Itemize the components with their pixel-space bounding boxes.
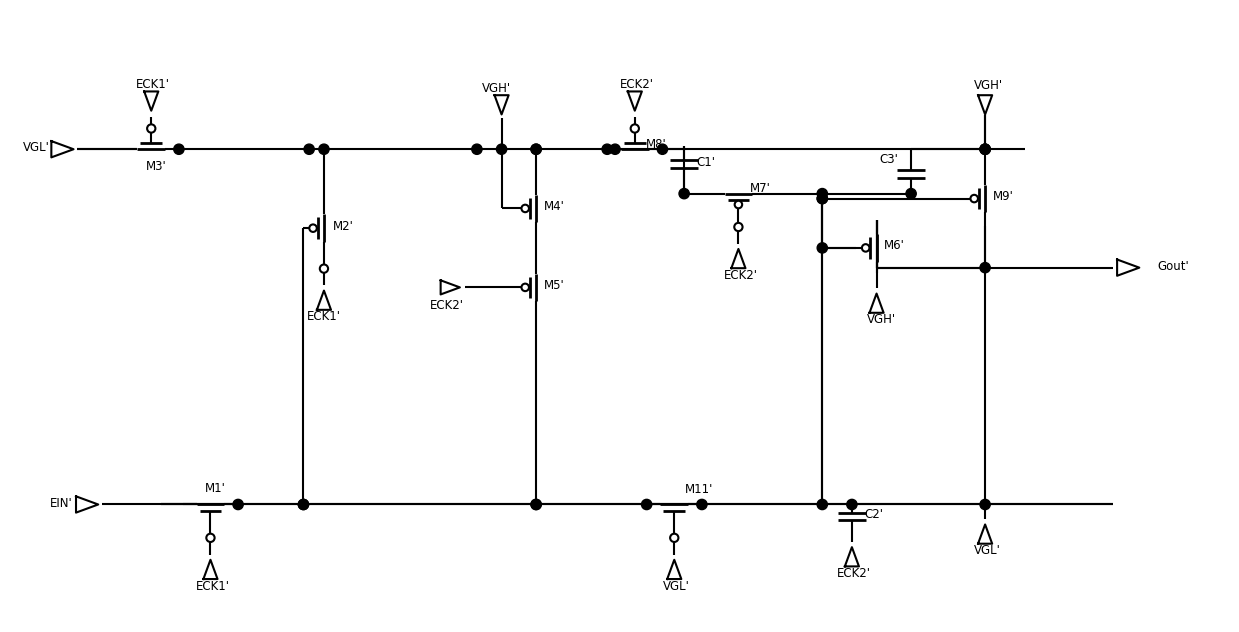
Circle shape (980, 144, 990, 154)
Text: ECK2': ECK2' (430, 299, 465, 312)
Circle shape (846, 499, 857, 509)
Text: M7': M7' (750, 182, 771, 195)
Circle shape (862, 244, 870, 252)
Circle shape (532, 499, 541, 509)
Text: EIN': EIN' (50, 497, 72, 509)
Circle shape (304, 144, 315, 154)
Circle shape (658, 144, 668, 154)
Text: VGH': VGH' (867, 313, 896, 327)
Circle shape (980, 262, 990, 273)
Circle shape (299, 499, 309, 509)
Circle shape (818, 193, 828, 204)
Circle shape (980, 144, 990, 154)
Text: M3': M3' (146, 161, 166, 174)
Circle shape (906, 188, 916, 199)
Circle shape (970, 195, 978, 202)
Text: M5': M5' (544, 279, 564, 292)
Circle shape (472, 144, 482, 154)
Circle shape (818, 243, 828, 253)
Text: M2': M2' (333, 220, 354, 233)
Circle shape (147, 125, 155, 133)
Text: VGH': VGH' (974, 78, 1002, 92)
Text: C2': C2' (864, 508, 883, 521)
Text: VGL': VGL' (663, 580, 690, 593)
Text: C1': C1' (696, 155, 715, 169)
Text: ECK1': ECK1' (307, 310, 341, 324)
Circle shape (670, 533, 679, 542)
Circle shape (642, 499, 652, 509)
Text: M4': M4' (544, 200, 564, 213)
Circle shape (980, 499, 990, 509)
Text: VGL': VGL' (22, 141, 50, 154)
Text: ECK1': ECK1' (136, 78, 170, 91)
Text: M8': M8' (646, 138, 667, 151)
Circle shape (299, 499, 309, 509)
Circle shape (631, 125, 639, 133)
Circle shape (735, 223, 742, 231)
Circle shape (818, 193, 828, 204)
Text: M9': M9' (992, 190, 1014, 203)
Text: M11': M11' (685, 483, 714, 496)
Circle shape (696, 499, 707, 509)
Circle shape (532, 144, 541, 154)
Circle shape (679, 188, 689, 199)
Circle shape (173, 144, 185, 154)
Text: ECK1': ECK1' (196, 580, 229, 593)
Circle shape (207, 533, 214, 542)
Circle shape (602, 144, 612, 154)
Text: ECK2': ECK2' (836, 567, 871, 580)
Text: ECK2': ECK2' (724, 269, 757, 282)
Circle shape (818, 499, 828, 509)
Circle shape (318, 144, 330, 154)
Circle shape (522, 284, 529, 291)
Text: ECK2': ECK2' (620, 78, 654, 91)
Text: VGH': VGH' (482, 82, 512, 95)
Text: VGL': VGL' (974, 544, 1001, 557)
Circle shape (320, 264, 328, 273)
Circle shape (310, 224, 317, 232)
Text: C3': C3' (878, 152, 898, 166)
Circle shape (735, 201, 742, 209)
Circle shape (497, 144, 507, 154)
Circle shape (233, 499, 243, 509)
Text: M6': M6' (883, 240, 904, 252)
Circle shape (532, 499, 541, 509)
Text: M1': M1' (204, 482, 225, 495)
Circle shape (610, 144, 621, 154)
Circle shape (522, 205, 529, 212)
Circle shape (532, 144, 541, 154)
Circle shape (818, 188, 828, 199)
Circle shape (980, 144, 990, 154)
Text: Gout': Gout' (1157, 260, 1189, 272)
